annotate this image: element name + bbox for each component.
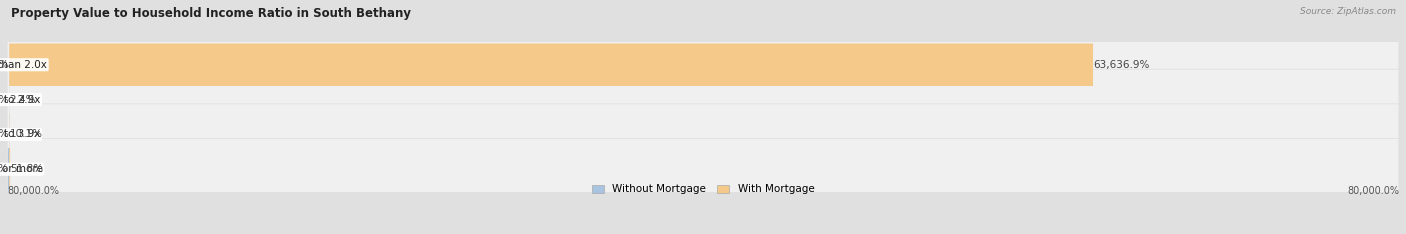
Text: 9.1%: 9.1%: [0, 129, 8, 139]
Text: Source: ZipAtlas.com: Source: ZipAtlas.com: [1301, 7, 1396, 16]
FancyBboxPatch shape: [7, 104, 1399, 165]
Text: 7.6%: 7.6%: [0, 60, 8, 70]
Text: 5.3%: 5.3%: [0, 95, 8, 105]
FancyBboxPatch shape: [10, 44, 1092, 86]
Text: 2.4%: 2.4%: [10, 95, 35, 105]
FancyBboxPatch shape: [7, 34, 1399, 95]
Text: Less than 2.0x: Less than 2.0x: [0, 60, 48, 70]
Text: 2.0x to 2.9x: 2.0x to 2.9x: [0, 95, 41, 105]
Text: 78.0%: 78.0%: [0, 164, 8, 174]
Text: 63,636.9%: 63,636.9%: [1092, 60, 1150, 70]
Text: 3.0x to 3.9x: 3.0x to 3.9x: [0, 129, 41, 139]
Text: 80,000.0%: 80,000.0%: [7, 186, 59, 196]
FancyBboxPatch shape: [7, 139, 1399, 200]
FancyBboxPatch shape: [7, 69, 1399, 130]
Text: 10.1%: 10.1%: [10, 129, 42, 139]
Text: 4.0x or more: 4.0x or more: [0, 164, 42, 174]
Text: 80,000.0%: 80,000.0%: [1347, 186, 1399, 196]
Text: Property Value to Household Income Ratio in South Bethany: Property Value to Household Income Ratio…: [11, 7, 411, 20]
Text: 51.8%: 51.8%: [10, 164, 44, 174]
Legend: Without Mortgage, With Mortgage: Without Mortgage, With Mortgage: [588, 180, 818, 199]
